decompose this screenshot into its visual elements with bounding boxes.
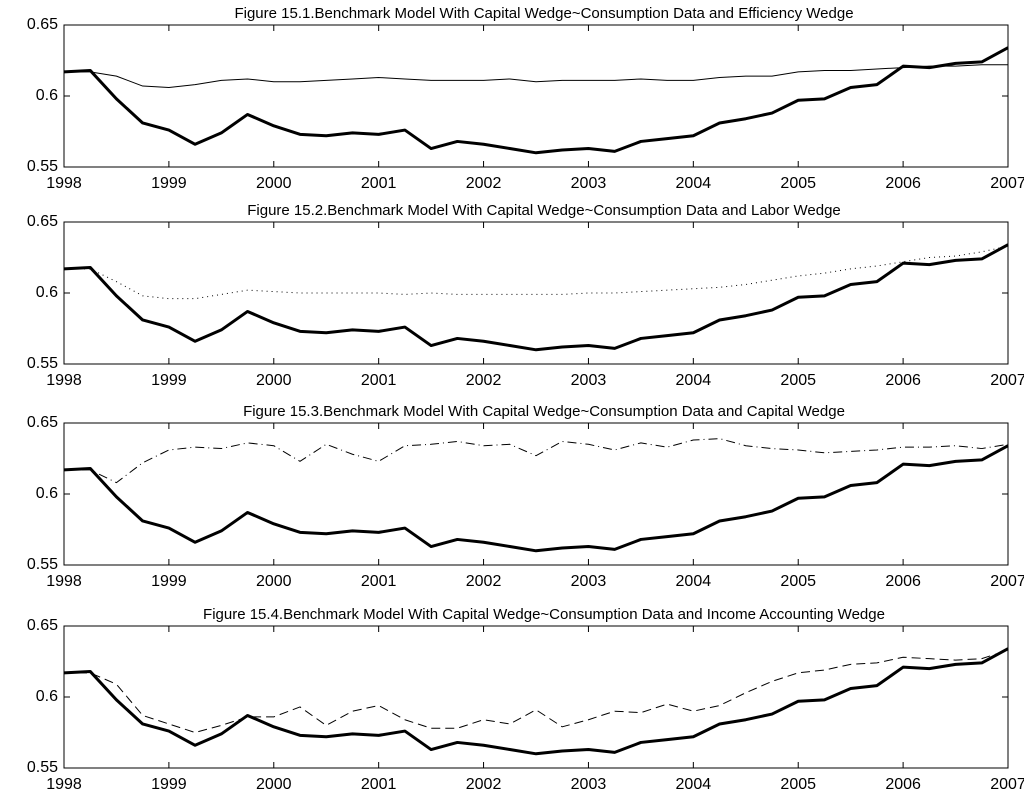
y-tick-label: 0.55: [27, 158, 58, 175]
chart-title: Figure 15.1.Benchmark Model With Capital…: [234, 5, 853, 22]
x-tick-label: 1998: [46, 573, 82, 590]
x-tick-label: 1998: [46, 372, 82, 389]
x-tick-label: 2007: [990, 372, 1024, 389]
x-tick-label: 2000: [256, 776, 292, 793]
x-tick-label: 2003: [571, 372, 607, 389]
y-tick-label: 0.6: [36, 284, 58, 301]
x-tick-label: 2006: [885, 776, 921, 793]
y-tick-label: 0.55: [27, 556, 58, 573]
y-tick-label: 0.65: [27, 617, 58, 634]
x-tick-label: 2002: [466, 776, 502, 793]
x-tick-label: 2000: [256, 573, 292, 590]
x-tick-label: 2004: [676, 776, 712, 793]
x-tick-label: 2002: [466, 573, 502, 590]
x-tick-label: 2001: [361, 776, 397, 793]
x-tick-label: 2004: [676, 175, 712, 192]
x-tick-label: 2006: [885, 372, 921, 389]
y-tick-label: 0.65: [27, 16, 58, 33]
x-tick-label: 2003: [571, 776, 607, 793]
data-line: [63, 647, 1009, 756]
x-tick-label: 2005: [780, 175, 816, 192]
x-tick-label: 2005: [780, 372, 816, 389]
x-tick-label: 2006: [885, 175, 921, 192]
y-tick-label: 0.6: [36, 87, 58, 104]
y-tick-label: 0.6: [36, 485, 58, 502]
x-tick-label: 2000: [256, 372, 292, 389]
x-tick-label: 2007: [990, 776, 1024, 793]
y-tick-label: 0.6: [36, 688, 58, 705]
axes-box: [63, 221, 1009, 365]
x-tick-label: 1999: [151, 372, 187, 389]
x-tick-label: 2006: [885, 573, 921, 590]
x-tick-label: 1999: [151, 776, 187, 793]
chart-title: Figure 15.3.Benchmark Model With Capital…: [243, 403, 845, 420]
y-tick-label: 0.65: [27, 414, 58, 431]
x-tick-label: 2002: [466, 372, 502, 389]
x-tick-label: 1999: [151, 175, 187, 192]
data-line: [64, 649, 1009, 733]
y-tick-label: 0.65: [27, 213, 58, 230]
x-tick-label: 2001: [361, 573, 397, 590]
chart-title: Figure 15.4.Benchmark Model With Capital…: [203, 606, 885, 623]
y-tick-label: 0.55: [27, 759, 58, 776]
x-tick-label: 2005: [780, 573, 816, 590]
x-tick-label: 2005: [780, 776, 816, 793]
x-tick-label: 2003: [571, 175, 607, 192]
x-tick-label: 1998: [46, 776, 82, 793]
x-tick-label: 2004: [676, 573, 712, 590]
y-tick-label: 0.55: [27, 355, 58, 372]
x-tick-label: 2002: [466, 175, 502, 192]
data-line: [63, 243, 1009, 352]
x-tick-label: 1999: [151, 573, 187, 590]
x-tick-label: 2001: [361, 175, 397, 192]
data-line: [63, 444, 1009, 553]
x-tick-label: 2003: [571, 573, 607, 590]
axes-box: [63, 625, 1009, 769]
x-tick-label: 2007: [990, 175, 1024, 192]
x-tick-label: 2007: [990, 573, 1024, 590]
data-line: [64, 245, 1009, 300]
data-line: [63, 46, 1009, 155]
chart-title: Figure 15.2.Benchmark Model With Capital…: [247, 202, 841, 219]
x-tick-label: 2001: [361, 372, 397, 389]
axes-box: [63, 24, 1009, 168]
data-line: [64, 64, 1008, 88]
x-tick-label: 1998: [46, 175, 82, 192]
x-tick-label: 2004: [676, 372, 712, 389]
axes-box: [63, 422, 1009, 566]
x-tick-label: 2000: [256, 175, 292, 192]
data-line: [64, 438, 1009, 484]
